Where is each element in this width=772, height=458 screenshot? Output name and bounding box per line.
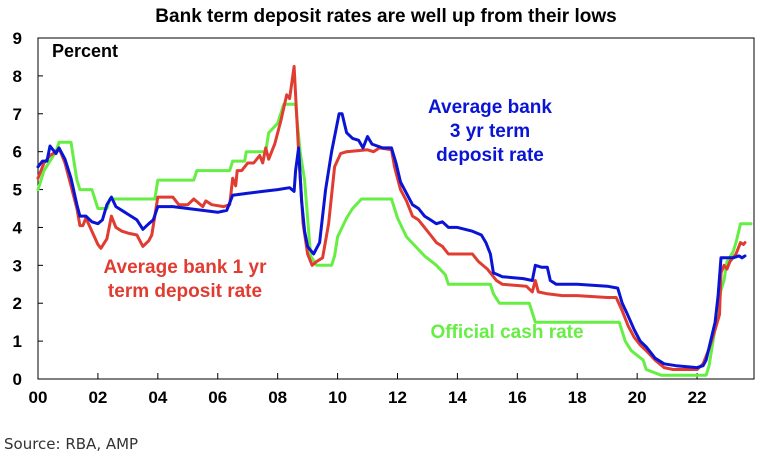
x-tick-label-7: 14 <box>448 388 467 407</box>
series-labels: Official cash rate Average bank 1 yr term … <box>104 97 584 343</box>
y-tick-label-0: 0 <box>13 370 22 389</box>
x-tick-label-2: 04 <box>148 388 167 407</box>
y-tick-label-9: 9 <box>13 29 22 48</box>
x-tick-label-10: 20 <box>628 388 647 407</box>
chart-title: Bank term deposit rates are well up from… <box>155 6 616 27</box>
y-tick-label-8: 8 <box>13 67 22 86</box>
y-axis-ticks: 0 1 2 3 4 5 6 7 8 9 <box>13 29 43 389</box>
y-tick-label-2: 2 <box>13 294 22 313</box>
x-tick-label-3: 06 <box>208 388 227 407</box>
series-label-average-bank-1-yr-term-deposit-rate: Average bank 1 yr term deposit rate <box>104 257 268 302</box>
y-tick-label-1: 1 <box>13 332 22 351</box>
series-line-average-bank-3-yr-term-deposit-rate <box>36 112 747 370</box>
unit-label: Percent <box>52 41 118 61</box>
series-label-official-cash-rate: Official cash rate <box>430 322 583 343</box>
x-tick-label-4: 08 <box>268 388 287 407</box>
x-tick-label-8: 16 <box>508 388 527 407</box>
y-tick-label-6: 6 <box>13 143 22 162</box>
y-tick-label-4: 4 <box>13 218 23 237</box>
y-tick-label-3: 3 <box>13 256 22 275</box>
series-lines <box>36 64 753 377</box>
x-tick-label-6: 12 <box>388 388 407 407</box>
series-label-average-bank-3-yr-term-deposit-rate: Average bank 3 yr term deposit rate <box>428 97 552 166</box>
plot-frame <box>37 37 755 380</box>
x-axis-ticks: 00 02 04 06 08 10 12 14 16 18 20 22 <box>29 373 707 407</box>
series-line-official-cash-rate <box>36 102 753 377</box>
x-tick-label-11: 22 <box>688 388 707 407</box>
x-tick-label-0: 00 <box>29 388 48 407</box>
x-tick-label-9: 18 <box>568 388 587 407</box>
y-tick-label-5: 5 <box>13 181 22 200</box>
series-line-average-bank-1-yr-term-deposit-rate <box>36 64 747 371</box>
x-tick-label-5: 10 <box>328 388 347 407</box>
source-note: Source: RBA, AMP <box>4 435 138 453</box>
y-tick-label-7: 7 <box>13 105 22 124</box>
x-tick-label-1: 02 <box>88 388 107 407</box>
